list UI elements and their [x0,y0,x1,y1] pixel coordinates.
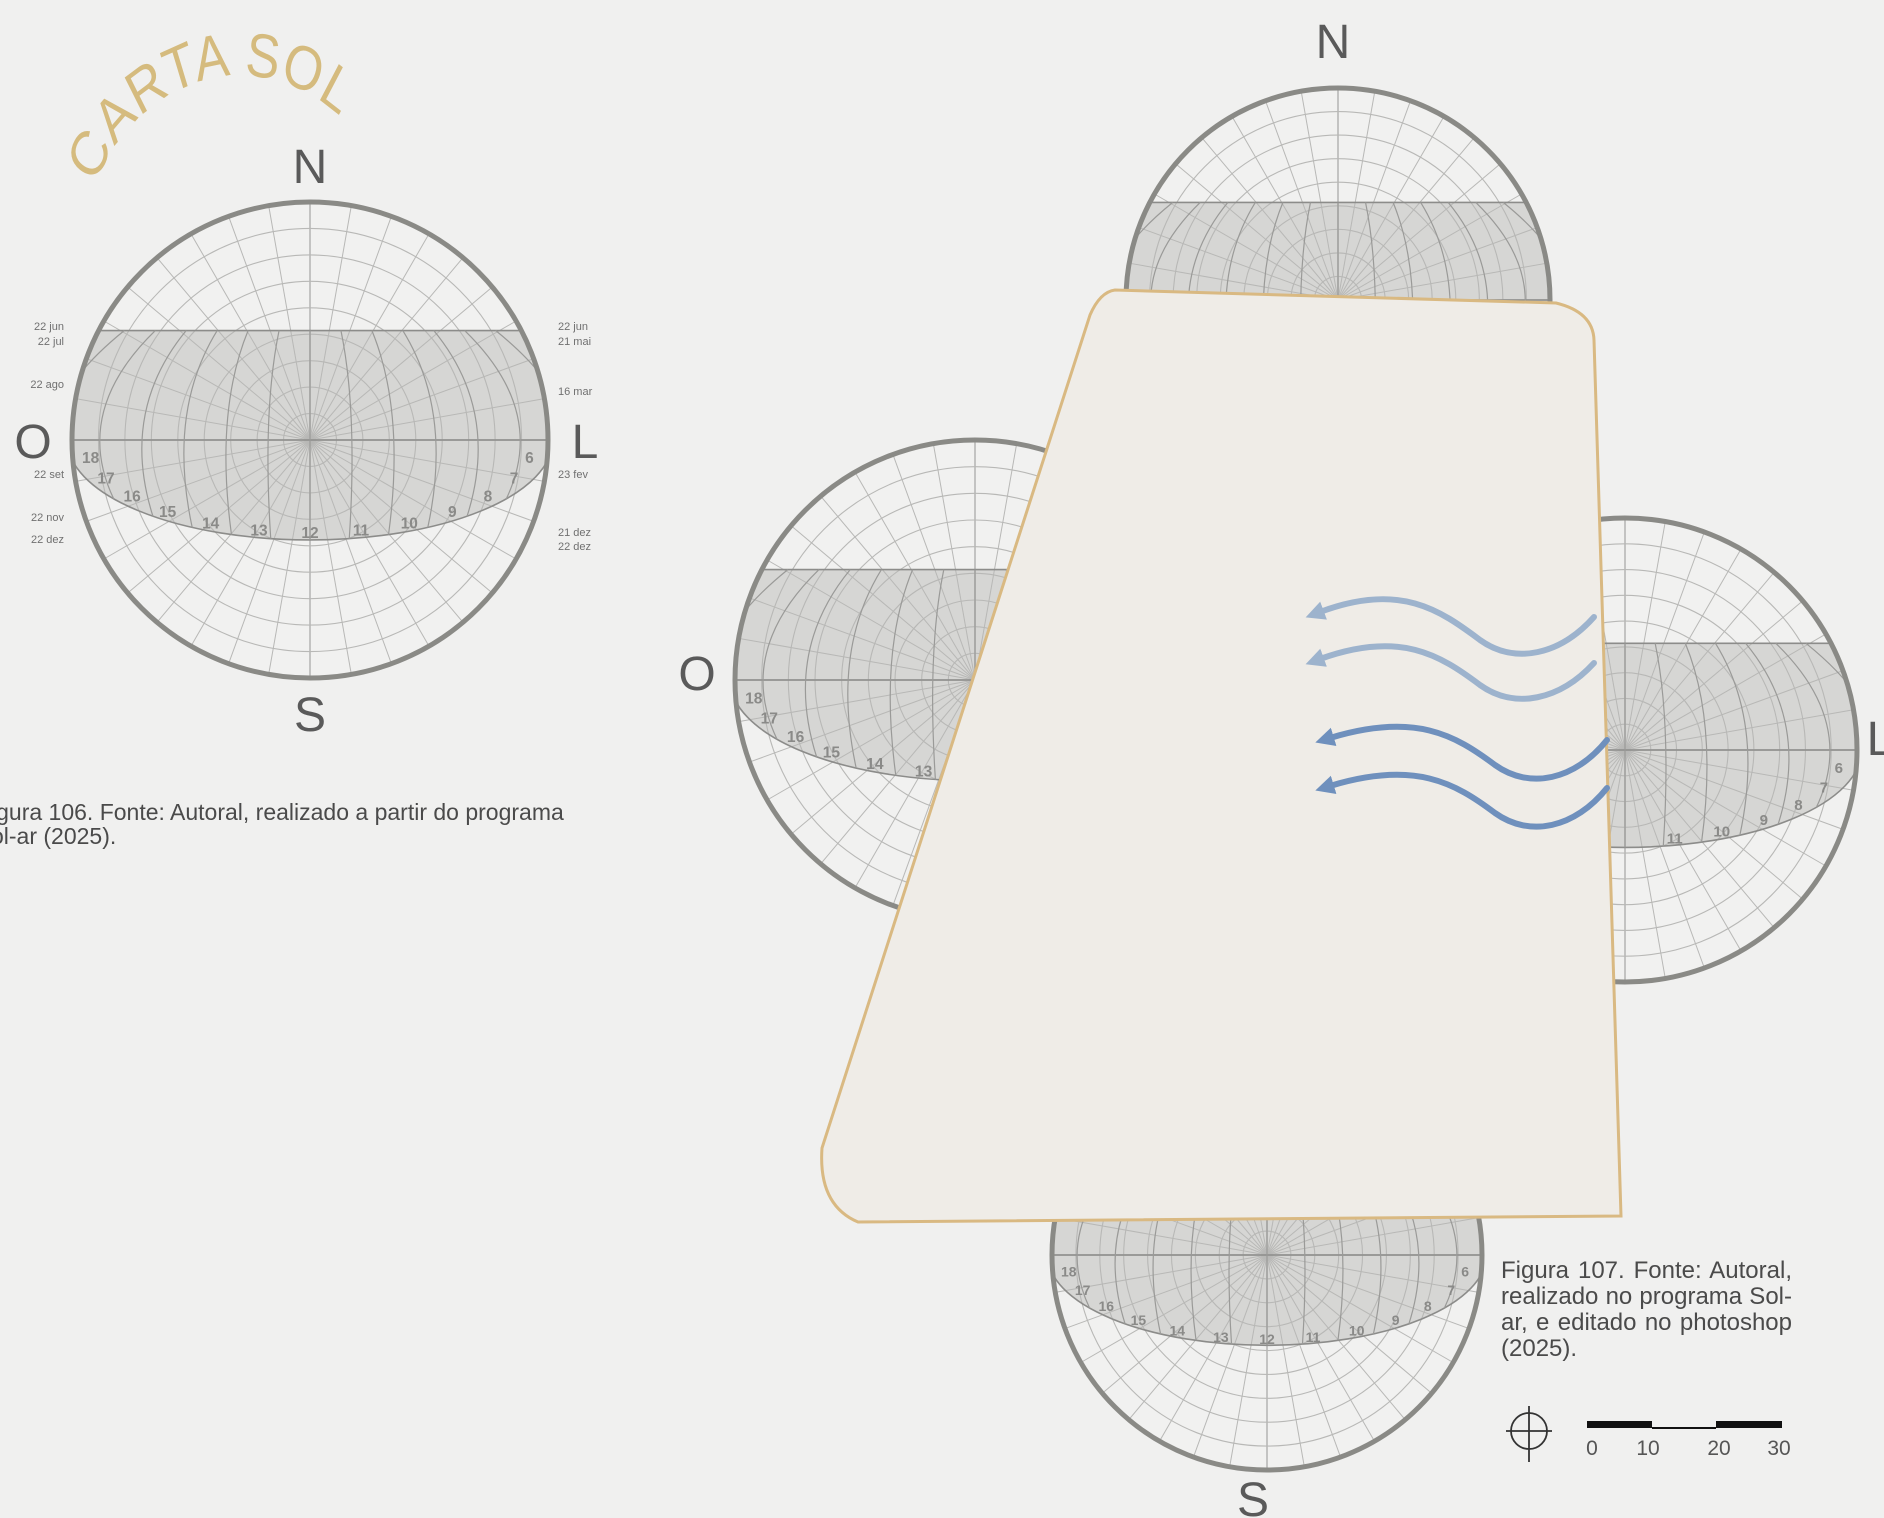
hour-label: 9 [1760,812,1768,829]
solar-chart-main: 18 17 16 15 14 13 12 11 10 9 876 N S O L 22 jun 22 jul 22… [14,141,598,742]
hour-label: 10 [1713,823,1730,840]
hour-label: 7 [1820,779,1828,796]
hour-label: 9 [1392,1312,1400,1328]
hour-label: 17 [761,711,778,728]
caption-figure-107: Figura 107. Fonte: Autoral, realizado no… [1501,1257,1792,1362]
date-label: 22 jun [34,321,64,333]
direction-west: O [678,648,715,701]
direction-south: S [294,689,326,742]
direction-west: O [14,416,51,469]
wind-arrow [1305,643,1597,702]
hour-label: 8 [484,489,493,506]
hour-label: 16 [787,729,805,746]
hour-label: 10 [1349,1322,1365,1338]
hour-label: 10 [401,515,418,532]
direction-north: N [1316,16,1351,69]
wind-arrows-icon [1305,596,1610,830]
hour-label: 12 [301,525,318,542]
hour-label: 18 [82,450,100,467]
direction-east: L [572,416,599,469]
date-label: 22 jul [38,336,64,348]
hour-label: 16 [1099,1298,1115,1314]
hour-label: 16 [123,489,141,506]
hour-label: 6 [525,450,534,467]
hour-label: 15 [1131,1312,1147,1328]
hour-label: 12 [1259,1331,1275,1347]
hour-label: 11 [353,523,370,540]
direction-north: N [293,141,328,194]
wind-arrow [1315,723,1610,782]
chart-ring [69,199,551,681]
hour-label: 17 [97,470,114,487]
hour-label: 14 [202,515,220,532]
hour-label: 8 [1424,1298,1432,1314]
hour-label: 18 [745,690,763,707]
hour-label: 15 [159,504,177,521]
date-label: 22 dez [31,534,64,546]
date-label: 23 fev [558,469,588,481]
hour-label: 7 [510,470,519,487]
hour-label: 11 [1306,1329,1321,1345]
hour-label: 13 [250,523,268,540]
date-label: 22 jun [558,321,588,333]
date-label: 16 mar [558,386,593,398]
hour-label: 13 [1213,1329,1229,1345]
date-label: 21 mai [558,336,591,348]
date-label: 22 ago [30,379,64,391]
hour-label: 11 [1667,830,1683,847]
date-label: 22 set [34,469,64,481]
scale-bar: 0 10 20 30 [1586,1421,1791,1460]
date-label: 22 nov [31,512,65,524]
direction-east: L [1867,713,1884,766]
hour-label: 7 [1447,1282,1455,1298]
wind-arrow [1315,771,1610,830]
hour-label: 17 [1075,1282,1091,1298]
date-label: 21 dez [558,527,591,539]
caption-figure-106: igura 106. Fonte: Autoral, realizado a p… [0,799,564,849]
north-arrow-icon [1506,1406,1552,1462]
hour-label: 6 [1461,1264,1469,1280]
scale-label: 0 [1586,1437,1598,1460]
hour-label: 9 [448,504,457,521]
scale-label: 20 [1707,1437,1730,1460]
date-label: 22 dez [558,541,591,553]
direction-south: S [1237,1474,1269,1518]
hour-label: 8 [1794,797,1802,814]
building-footprint [820,288,1623,1224]
hour-label: 13 [915,763,933,780]
wind-arrow [1305,596,1597,657]
scale-label: 10 [1636,1437,1659,1460]
scale-label: 30 [1767,1437,1790,1460]
hour-label: 6 [1835,760,1843,777]
hour-label: 14 [866,756,884,773]
hour-label: 15 [823,744,841,761]
hour-label: 18 [1061,1264,1077,1280]
hour-label: 14 [1170,1322,1186,1338]
